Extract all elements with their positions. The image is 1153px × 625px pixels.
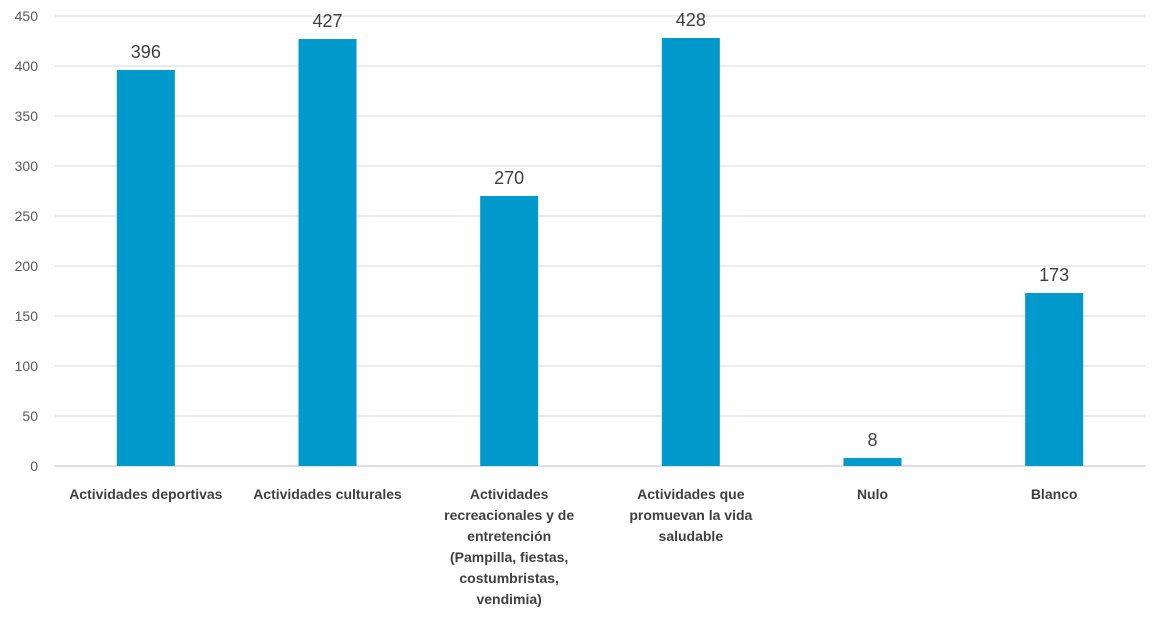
data-label: 173 [1039, 265, 1069, 285]
category-label-line: entretención [467, 528, 551, 544]
data-label: 396 [131, 42, 161, 62]
y-tick-label: 250 [15, 208, 39, 224]
gridlines [55, 15, 1145, 467]
y-tick-label: 100 [15, 358, 39, 374]
bar [480, 196, 539, 466]
category-label: Actividades que promuevan la vida saludabl… [629, 486, 752, 544]
category-label-line: recreacionales y de [444, 507, 574, 523]
category-label-line: Blanco [1031, 486, 1078, 502]
category-label: Actividades deportivas [69, 486, 222, 502]
category-label: Actividades recreacionales y de entretenci… [444, 486, 574, 607]
category-label-line: vendimia) [476, 591, 541, 607]
bar [661, 38, 720, 466]
category-label-line: Actividades [470, 486, 549, 502]
data-label: 427 [312, 11, 342, 31]
category-label: Nulo [857, 486, 888, 502]
category-label: Blanco [1031, 486, 1078, 502]
bar [298, 39, 357, 466]
y-tick-label: 450 [15, 8, 39, 24]
category-label-line: (Pampilla, fiestas, [450, 549, 568, 565]
category-label-line: Actividades que [637, 486, 745, 502]
y-tick-label: 50 [22, 408, 38, 424]
bar [1025, 293, 1084, 466]
y-tick-label: 150 [15, 308, 39, 324]
category-label-line: Nulo [857, 486, 888, 502]
bars [116, 38, 1084, 466]
y-tick-label: 300 [15, 158, 39, 174]
y-tick-label: 350 [15, 108, 39, 124]
data-label: 270 [494, 168, 524, 188]
category-label-line: promuevan la vida [629, 507, 752, 523]
category-label-line: Actividades culturales [253, 486, 402, 502]
data-label: 8 [867, 430, 877, 450]
y-tick-label: 0 [30, 458, 38, 474]
bar [116, 70, 175, 466]
data-labels: 396 427 270 428 8 173 [131, 10, 1069, 450]
category-label: Actividades culturales [253, 486, 402, 502]
category-label-line: costumbristas, [459, 570, 559, 586]
category-label-line: saludable [659, 528, 724, 544]
y-axis-ticks: 0 50 100 150 200 250 300 350 400 450 [15, 8, 39, 474]
bar [843, 458, 902, 466]
data-label: 428 [676, 10, 706, 30]
category-label-line: Actividades deportivas [69, 486, 222, 502]
y-tick-label: 400 [15, 58, 39, 74]
category-labels: Actividades deportivas Actividades cultur… [69, 486, 1077, 607]
y-tick-label: 200 [15, 258, 39, 274]
